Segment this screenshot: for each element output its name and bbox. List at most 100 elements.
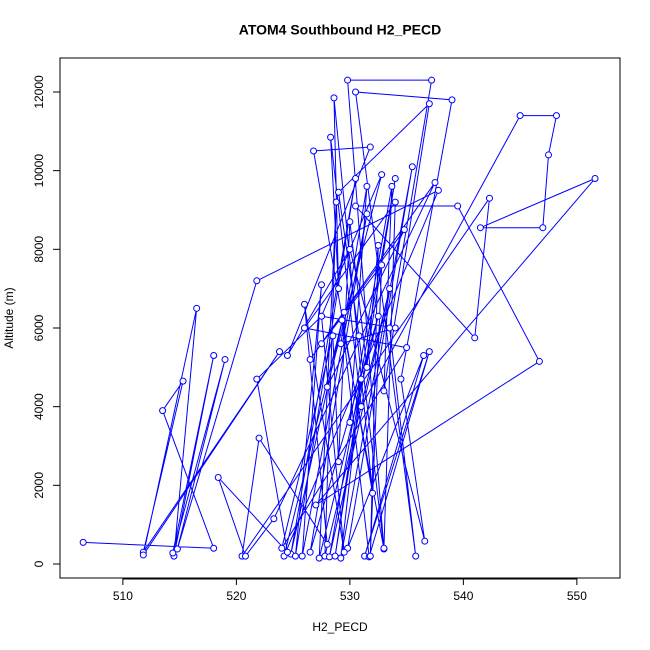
data-point xyxy=(327,133,335,141)
data-point xyxy=(79,538,87,546)
data-point xyxy=(221,355,229,363)
data-point xyxy=(366,143,374,151)
data-point xyxy=(369,489,377,497)
data-point xyxy=(357,375,365,383)
x-tick-label: 540 xyxy=(453,589,473,603)
data-point xyxy=(332,198,340,206)
data-point xyxy=(380,544,388,552)
data-point xyxy=(363,182,371,190)
data-point xyxy=(306,355,314,363)
data-point xyxy=(363,363,371,371)
data-point xyxy=(386,285,394,293)
data-point xyxy=(278,544,286,552)
data-point xyxy=(300,324,308,332)
data-point xyxy=(253,375,261,383)
data-point xyxy=(331,552,339,560)
data-point xyxy=(323,540,331,548)
data-point xyxy=(539,224,547,232)
data-point xyxy=(391,198,399,206)
data-point xyxy=(179,377,187,385)
data-point xyxy=(476,224,484,232)
data-point xyxy=(421,537,429,545)
data-point xyxy=(454,202,462,210)
data-point xyxy=(193,304,201,312)
data-point xyxy=(306,548,314,556)
data-point xyxy=(346,218,354,226)
y-tick-label: 4000 xyxy=(32,393,46,420)
y-tick-label: 6000 xyxy=(32,314,46,341)
y-tick-label: 8000 xyxy=(32,236,46,263)
data-point xyxy=(335,285,343,293)
x-axis-label: H2_PECD xyxy=(312,620,368,634)
data-point xyxy=(340,308,348,316)
data-line xyxy=(83,79,596,559)
data-point xyxy=(352,202,360,210)
data-point xyxy=(317,340,325,348)
data-point xyxy=(516,112,524,120)
data-point xyxy=(386,324,394,332)
chart-title: ATOM4 Southbound H2_PECD xyxy=(239,22,441,38)
data-point xyxy=(355,332,363,340)
x-tick-label: 520 xyxy=(226,589,246,603)
data-point xyxy=(448,96,456,104)
data-point xyxy=(391,175,399,183)
data-point xyxy=(420,352,428,360)
data-point xyxy=(346,418,354,426)
data-point xyxy=(312,501,320,509)
y-tick-label: 12000 xyxy=(32,75,46,109)
x-tick-label: 510 xyxy=(113,589,133,603)
data-point xyxy=(214,473,222,481)
data-point xyxy=(340,548,348,556)
data-point xyxy=(485,194,493,202)
data-point xyxy=(325,553,333,561)
data-point xyxy=(329,332,337,340)
data-point xyxy=(337,554,345,562)
data-point xyxy=(255,434,263,442)
y-tick-label: 10000 xyxy=(32,154,46,188)
data-point xyxy=(317,281,325,289)
data-point xyxy=(431,178,439,186)
data-point xyxy=(425,348,433,356)
data-point xyxy=(552,112,560,120)
data-point xyxy=(412,552,420,560)
data-point xyxy=(317,312,325,320)
data-point xyxy=(159,407,167,415)
data-point xyxy=(363,210,371,218)
y-tick-label: 2000 xyxy=(32,472,46,499)
data-point xyxy=(253,277,261,285)
data-point xyxy=(428,76,436,84)
data-point xyxy=(300,300,308,308)
data-point xyxy=(169,549,177,557)
data-point xyxy=(352,175,360,183)
data-point xyxy=(270,515,278,523)
data-point xyxy=(298,552,306,560)
data-point xyxy=(291,552,299,560)
data-point xyxy=(283,548,291,556)
data-point xyxy=(378,171,386,179)
data-point xyxy=(391,324,399,332)
data-point xyxy=(434,186,442,194)
data-point xyxy=(173,545,181,553)
data-point xyxy=(346,245,354,253)
y-tick-label: 0 xyxy=(32,560,46,567)
data-point xyxy=(591,175,599,183)
data-point xyxy=(366,552,374,560)
data-point xyxy=(357,403,365,411)
data-point xyxy=(374,312,382,320)
data-point xyxy=(374,241,382,249)
data-point xyxy=(210,544,218,552)
data-point xyxy=(210,352,218,360)
data-point xyxy=(380,387,388,395)
data-point xyxy=(352,88,360,96)
data-point xyxy=(535,357,543,365)
data-point xyxy=(403,344,411,352)
data-point xyxy=(397,375,405,383)
data-point xyxy=(323,383,331,391)
data-point xyxy=(378,261,386,269)
data-point xyxy=(400,226,408,234)
data-point xyxy=(335,458,343,466)
data-point xyxy=(425,100,433,108)
data-point xyxy=(330,94,338,102)
data-point xyxy=(338,316,346,324)
